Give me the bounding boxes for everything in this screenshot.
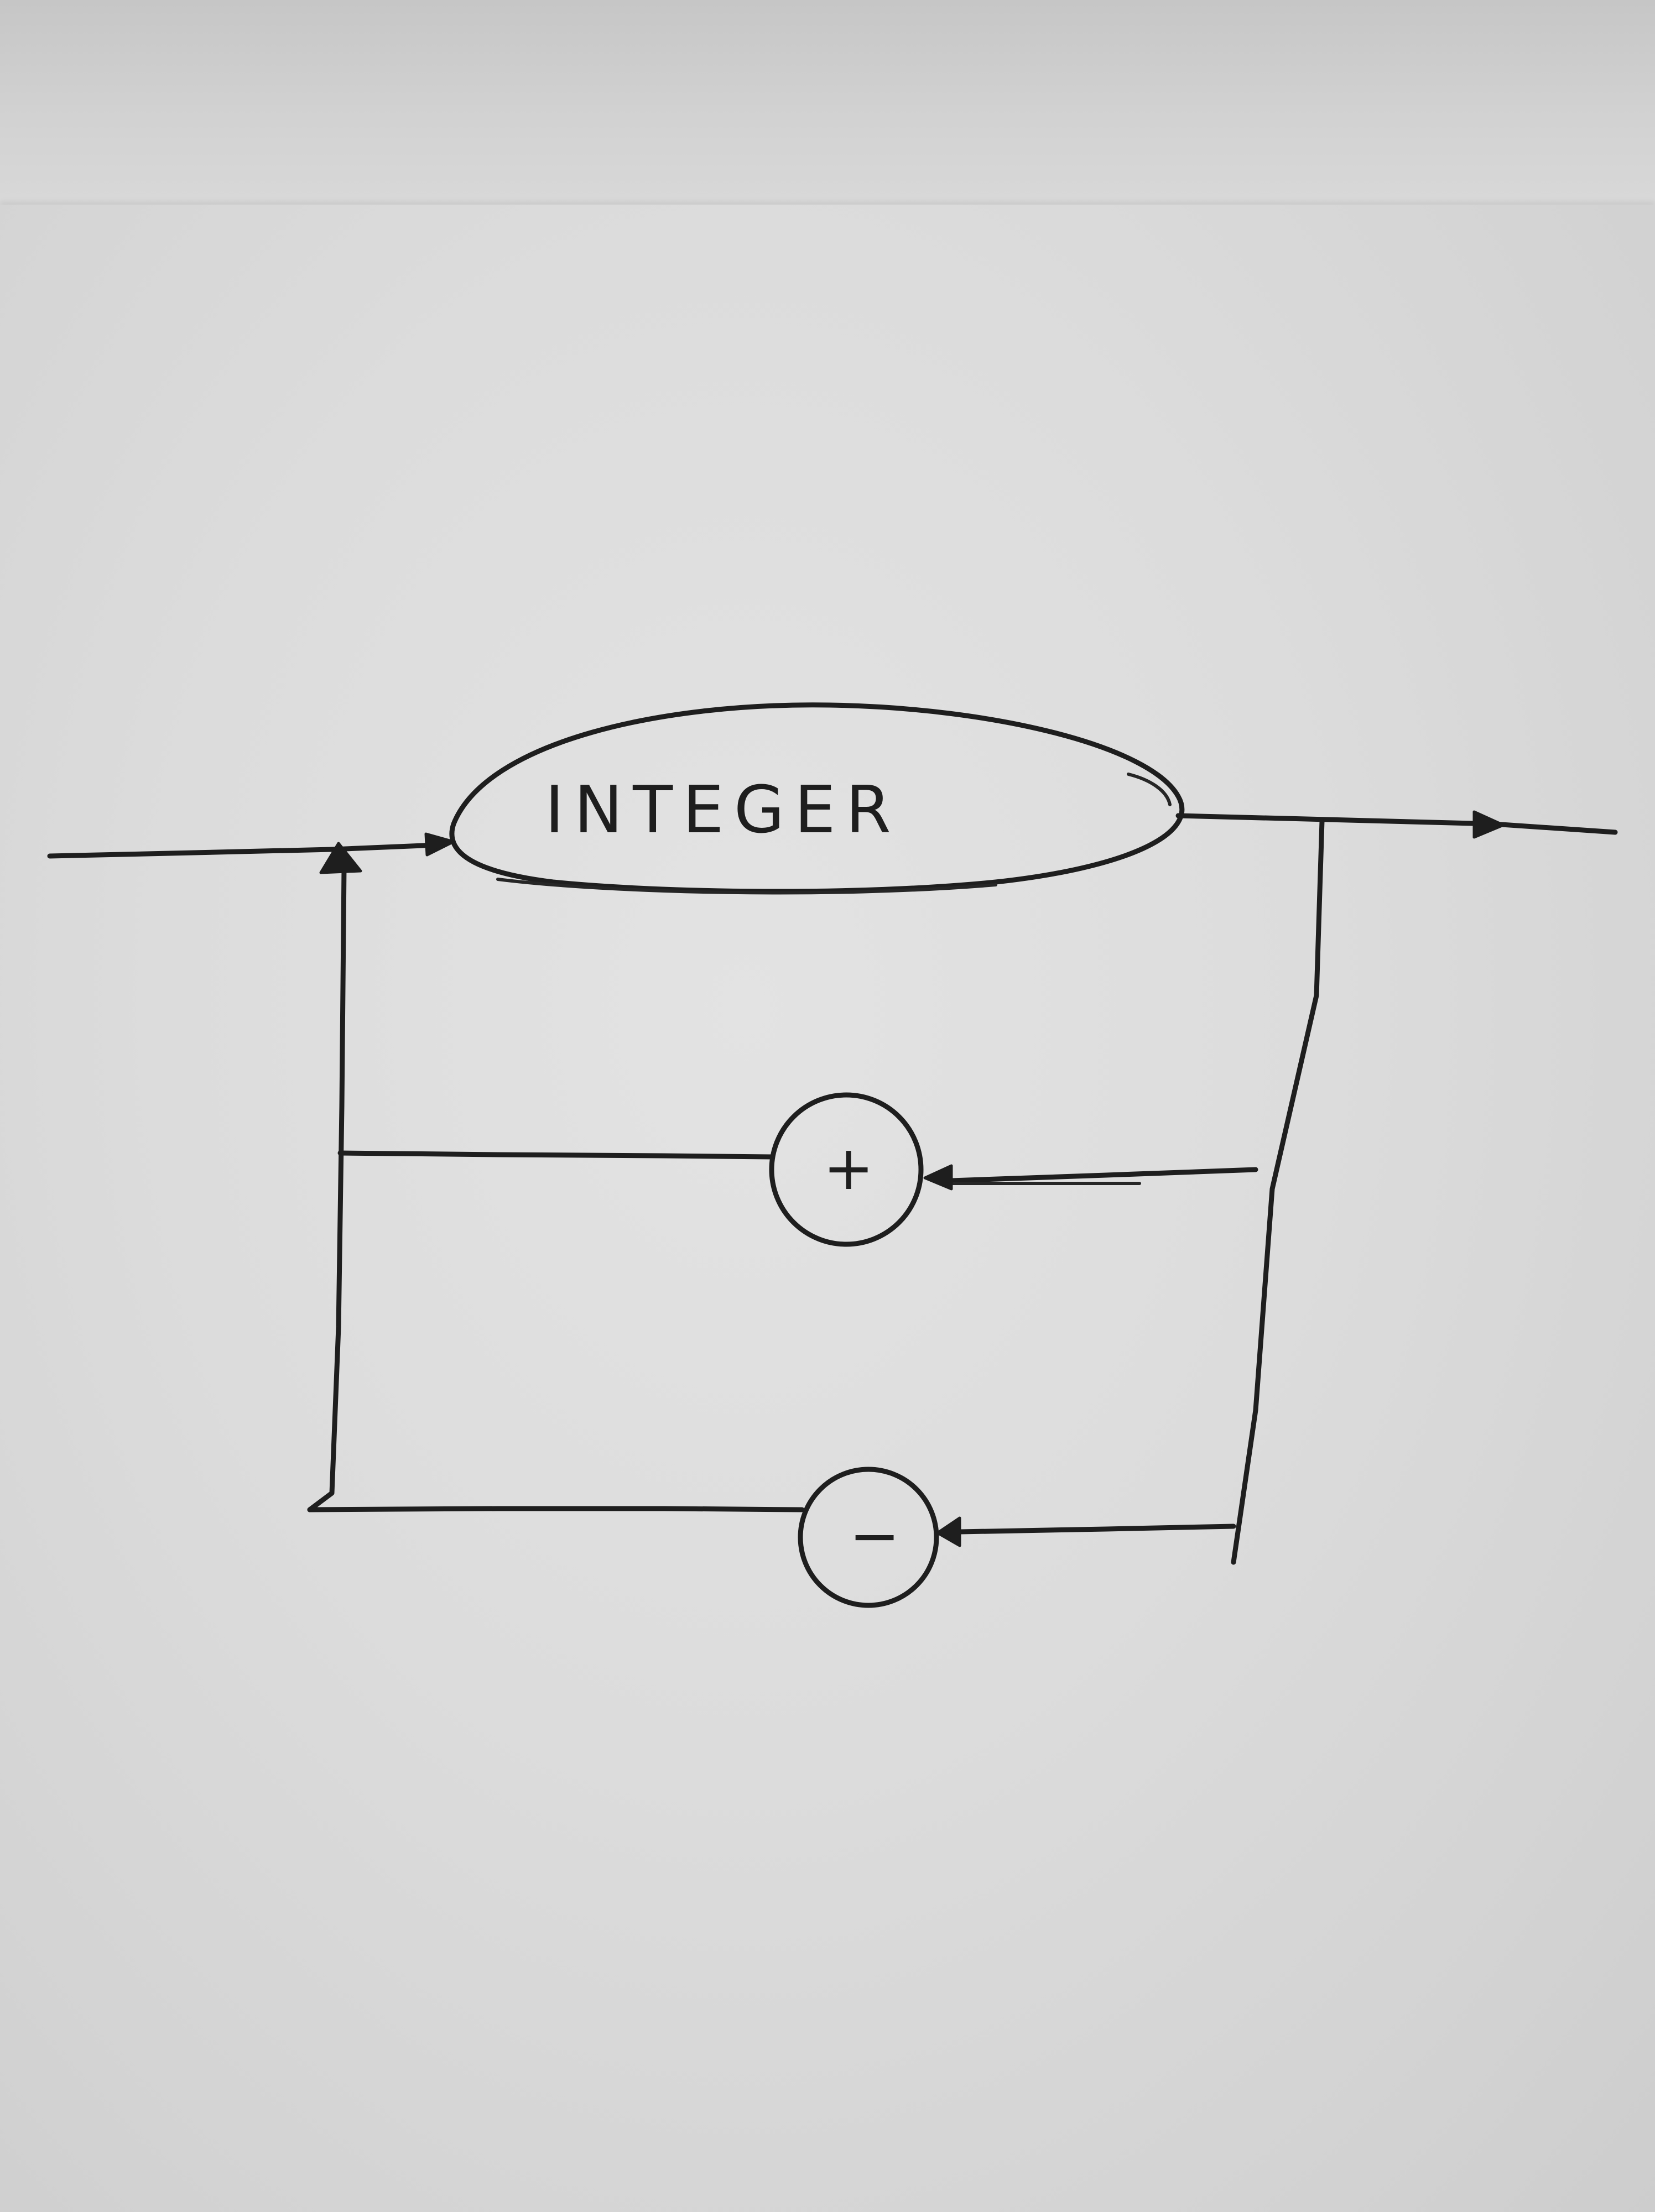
left-loop-line [307,865,347,1512]
plus-symbol: + [823,1133,874,1203]
entry-line [47,842,440,859]
integer-terminal: INTEGER [449,702,1185,895]
desk-background [0,0,1655,216]
minus-arrowhead [936,1516,961,1547]
minus-symbol: − [849,1500,900,1571]
minus-operator: − [798,1467,939,1608]
entry-arrowhead [424,832,455,857]
integer-label: INTEGER [545,771,901,848]
loop-join-arrowhead [319,842,362,874]
plus-branch-left [337,1150,774,1160]
minus-branch-right [957,1524,1236,1535]
minus-branch-left [307,1506,805,1512]
exit-arrowhead [1472,810,1505,839]
plus-operator: + [769,1092,924,1247]
plus-branch-right [949,1167,1258,1183]
exit-line [1175,813,1618,835]
plus-arrowhead [923,1164,953,1191]
right-split-line [1231,818,1325,1565]
paper-sheet [0,205,1655,2212]
